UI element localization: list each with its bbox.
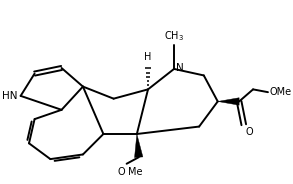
Text: O: O <box>246 128 253 137</box>
Text: OMe: OMe <box>270 87 292 97</box>
Text: N: N <box>176 63 184 73</box>
Text: H: H <box>144 52 152 62</box>
Polygon shape <box>134 134 143 158</box>
Text: Me: Me <box>129 167 143 176</box>
Text: CH$_3$: CH$_3$ <box>164 29 184 43</box>
Text: HN: HN <box>2 91 18 101</box>
Text: O: O <box>117 167 125 176</box>
Polygon shape <box>218 98 239 105</box>
